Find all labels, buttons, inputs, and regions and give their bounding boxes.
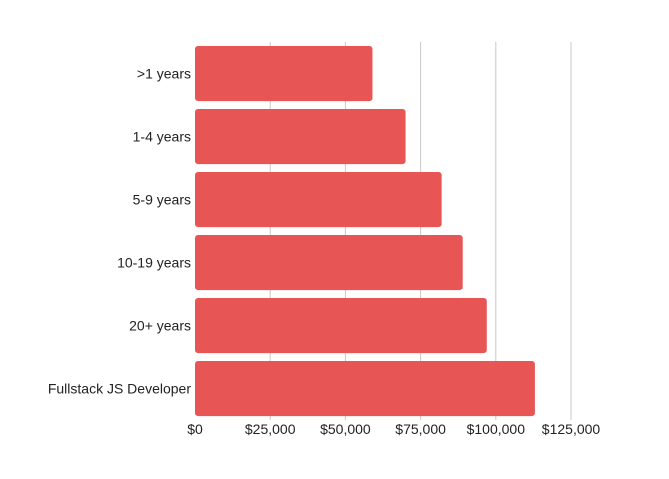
x-tick-label: $0	[187, 421, 203, 437]
bar[interactable]	[195, 297, 487, 354]
category-label: 20+ years	[129, 318, 191, 334]
x-tick-label: $50,000	[320, 421, 371, 437]
category-label: 1-4 years	[133, 129, 191, 145]
bars	[195, 45, 535, 417]
category-label: >1 years	[137, 66, 191, 82]
category-label: Fullstack JS Developer	[48, 381, 192, 397]
category-labels: >1 years 1-4 years 5-9 years 10-19 years 20+…	[48, 66, 192, 397]
category-label: 5-9 years	[133, 192, 191, 208]
x-axis-ticks: $0 $25,000 $50,000 $75,000 $100,000 $125,000	[187, 421, 600, 437]
x-tick-label: $125,000	[542, 421, 601, 437]
x-tick-label: $100,000	[467, 421, 526, 437]
grid-lines	[269, 42, 572, 420]
x-tick-label: $75,000	[395, 421, 446, 437]
category-label: 10-19 years	[117, 255, 191, 271]
bar[interactable]	[195, 45, 373, 102]
bar[interactable]	[195, 171, 442, 228]
bar[interactable]	[195, 234, 463, 291]
x-tick-label: $25,000	[245, 421, 296, 437]
bar[interactable]	[195, 108, 406, 165]
bar[interactable]	[195, 360, 535, 417]
